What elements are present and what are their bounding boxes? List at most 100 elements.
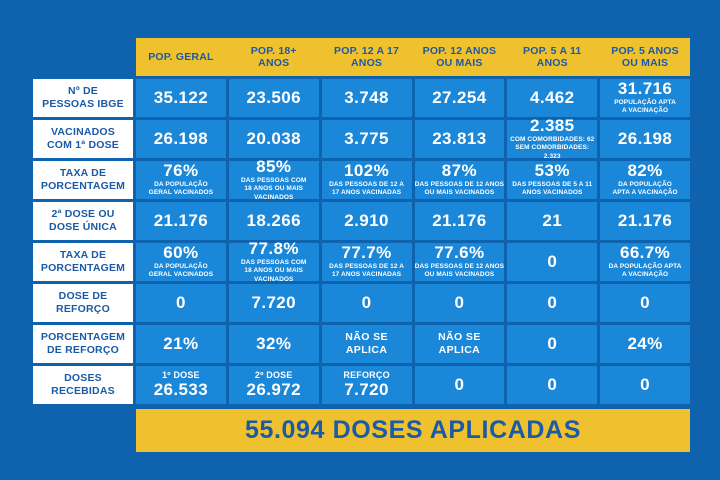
cell-value: 87% — [441, 161, 478, 181]
cell-value: 2.910 — [344, 211, 389, 231]
cell-subtext: DAS PESSOAS COM 18 ANOS OU MAIS VACINADO… — [241, 258, 307, 283]
data-cell: 1º DOSE 26.533 — [136, 366, 226, 404]
cell-value: 7.720 — [251, 293, 297, 313]
data-cell: 3.748 — [321, 79, 412, 117]
cell-value: 26.198 — [153, 129, 209, 149]
cell-subtext: DAS PESSOAS DE 12 A 17 ANOS VACINADAS — [329, 180, 405, 197]
cell-value: 26.972 — [246, 380, 301, 400]
data-cell: 85% DAS PESSOAS COM 18 ANOS OU MAIS VACIN… — [228, 156, 319, 201]
column-header-pop-12-mais: POP. 12 ANOS OU MAIS — [422, 44, 497, 69]
data-cell: 82% DA POPULAÇÃO APTA A VACINAÇÃO — [600, 161, 690, 199]
cell-subtext: DA POPULAÇÃO APTA A VACINAÇÃO — [612, 180, 678, 197]
data-cell: 4.462 — [507, 79, 598, 117]
cell-value: 21% — [163, 334, 199, 354]
column-header-pop-18: POP. 18+ ANOS — [250, 44, 297, 69]
data-cell: 21.176 — [414, 202, 505, 240]
data-cell: 77.8% DAS PESSOAS COM 18 ANOS OU MAIS VAC… — [228, 238, 319, 283]
cell-value: 53% — [534, 161, 570, 181]
cell-value: 60% — [163, 243, 199, 263]
data-cell: NÃO SE APLICA — [321, 325, 412, 363]
total-doses-banner: 55.094 DOSES APLICADAS — [136, 409, 690, 452]
cell-subtext: POPULAÇÃO APTA A VACINAÇÃO — [614, 98, 676, 115]
data-cell: 2.910 — [321, 202, 412, 240]
data-cell: 77.6% DAS PESSOAS DE 12 ANOS OU MAIS VACI… — [414, 243, 505, 281]
data-cell: 0 — [507, 243, 598, 281]
data-cell: 32% — [228, 325, 319, 363]
data-cell: 0 — [600, 284, 690, 322]
cell-value: 77.8% — [248, 238, 299, 258]
cell-value: 4.462 — [529, 88, 575, 108]
cell-value: 77.6% — [434, 243, 485, 263]
row-label-pessoas-ibge: Nº DE PESSOAS IBGE — [33, 79, 133, 117]
column-header-pop-geral: POP. GERAL — [148, 50, 214, 63]
cell-value: 3.775 — [344, 129, 389, 149]
data-cell: 0 — [507, 366, 598, 404]
cell-value: 26.198 — [617, 129, 673, 149]
data-cell: 0 — [600, 366, 690, 404]
cell-value: 0 — [454, 375, 465, 395]
data-cell: 60% DA POPULAÇÃO GERAL VACINADOS — [136, 243, 226, 281]
cell-subtext: DAS PESSOAS DE 12 ANOS OU MAIS VACINADOS — [414, 180, 505, 197]
cell-subtext: COM COMORBIDADES: 62 SEM COMORBIDADES: 2… — [510, 135, 595, 160]
cell-value: 0 — [547, 293, 558, 313]
data-cell: 20.038 — [228, 120, 319, 158]
cell-value: 0 — [547, 375, 558, 395]
data-cell: 21.176 — [600, 202, 690, 240]
cell-value: 21.176 — [617, 211, 673, 231]
column-header-pop-12-17: POP. 12 A 17 ANOS — [334, 44, 400, 69]
row-label-taxa-porcentagem-2: TAXA DE PORCENTAGEM — [33, 243, 133, 281]
data-cell: 27.254 — [414, 79, 505, 117]
cell-subtext: DAS PESSOAS COM 18 ANOS OU MAIS VACINADO… — [241, 176, 307, 201]
data-cell: 21% — [136, 325, 226, 363]
data-cell: 7.720 — [228, 284, 319, 322]
cell-value: 27.254 — [432, 88, 487, 108]
data-cell: NÃO SE APLICA — [414, 325, 505, 363]
cell-value: 31.716 — [617, 79, 673, 99]
cell-value: 77.7% — [341, 243, 392, 263]
cell-subtext: DA POPULAÇÃO APTA A VACINAÇÃO — [608, 262, 682, 279]
cell-value: NÃO SE APLICA — [345, 331, 388, 356]
row-label-segunda-dose: 2ª DOSE OU DOSE ÚNICA — [33, 202, 133, 240]
cell-top-label: REFORÇO — [343, 369, 390, 380]
cell-subtext: DAS PESSOAS DE 5 A 11 ANOS VACINADOS — [512, 180, 593, 197]
cell-value: 0 — [547, 252, 558, 272]
cell-value: 21 — [542, 211, 563, 231]
cell-value: 24% — [627, 334, 663, 354]
cell-value: 26.533 — [153, 380, 209, 400]
data-cell: 0 — [414, 366, 505, 404]
cell-value: 76% — [163, 161, 199, 181]
cell-value: 3.748 — [344, 88, 389, 108]
data-cell: 76% DA POPULAÇÃO GERAL VACINADOS — [136, 161, 226, 199]
header-spacer — [33, 38, 133, 76]
cell-value: NÃO SE APLICA — [438, 331, 481, 356]
table-grid: POP. GERAL POP. 18+ ANOS POP. 12 A 17 AN… — [33, 38, 690, 404]
cell-value: 0 — [175, 293, 186, 313]
cell-value: 85% — [256, 156, 292, 176]
cell-value: 18.266 — [246, 211, 301, 231]
data-cell: REFORÇO 7.720 — [321, 366, 412, 404]
cell-subtext: DAS PESSOAS DE 12 A 17 ANOS VACINADAS — [329, 262, 405, 279]
column-header-pop-5-11: POP. 5 A 11 ANOS — [523, 44, 582, 69]
row-label-doses-recebidas: DOSES RECEBIDAS — [33, 366, 133, 404]
cell-value: 102% — [344, 161, 390, 181]
data-cell: 31.716 POPULAÇÃO APTA A VACINAÇÃO — [600, 79, 690, 117]
cell-value: 82% — [627, 161, 663, 181]
column-header-band: POP. GERAL POP. 18+ ANOS POP. 12 A 17 AN… — [136, 38, 690, 76]
data-cell: 24% — [600, 325, 690, 363]
data-cell: 0 — [136, 284, 226, 322]
cell-subtext: DA POPULAÇÃO GERAL VACINADOS — [148, 262, 214, 279]
row-label-vacinados-1-dose: VACINADOS COM 1ª DOSE — [33, 120, 133, 158]
cell-value: 21.176 — [432, 211, 487, 231]
cell-value: 7.720 — [344, 380, 389, 400]
data-cell: 0 — [507, 284, 598, 322]
cell-value: 23.813 — [432, 129, 487, 149]
data-cell: 3.775 — [321, 120, 412, 158]
data-cell: 23.506 — [228, 79, 319, 117]
data-cell: 26.198 — [600, 120, 690, 158]
cell-top-label: 2º DOSE — [254, 369, 293, 380]
data-cell: 87% DAS PESSOAS DE 12 ANOS OU MAIS VACINA… — [414, 161, 505, 199]
cell-value: 0 — [361, 293, 372, 313]
data-cell: 0 — [321, 284, 412, 322]
column-header-pop-5-mais: POP. 5 ANOS OU MAIS — [611, 44, 679, 69]
data-cell: 66.7% DA POPULAÇÃO APTA A VACINAÇÃO — [600, 243, 690, 281]
